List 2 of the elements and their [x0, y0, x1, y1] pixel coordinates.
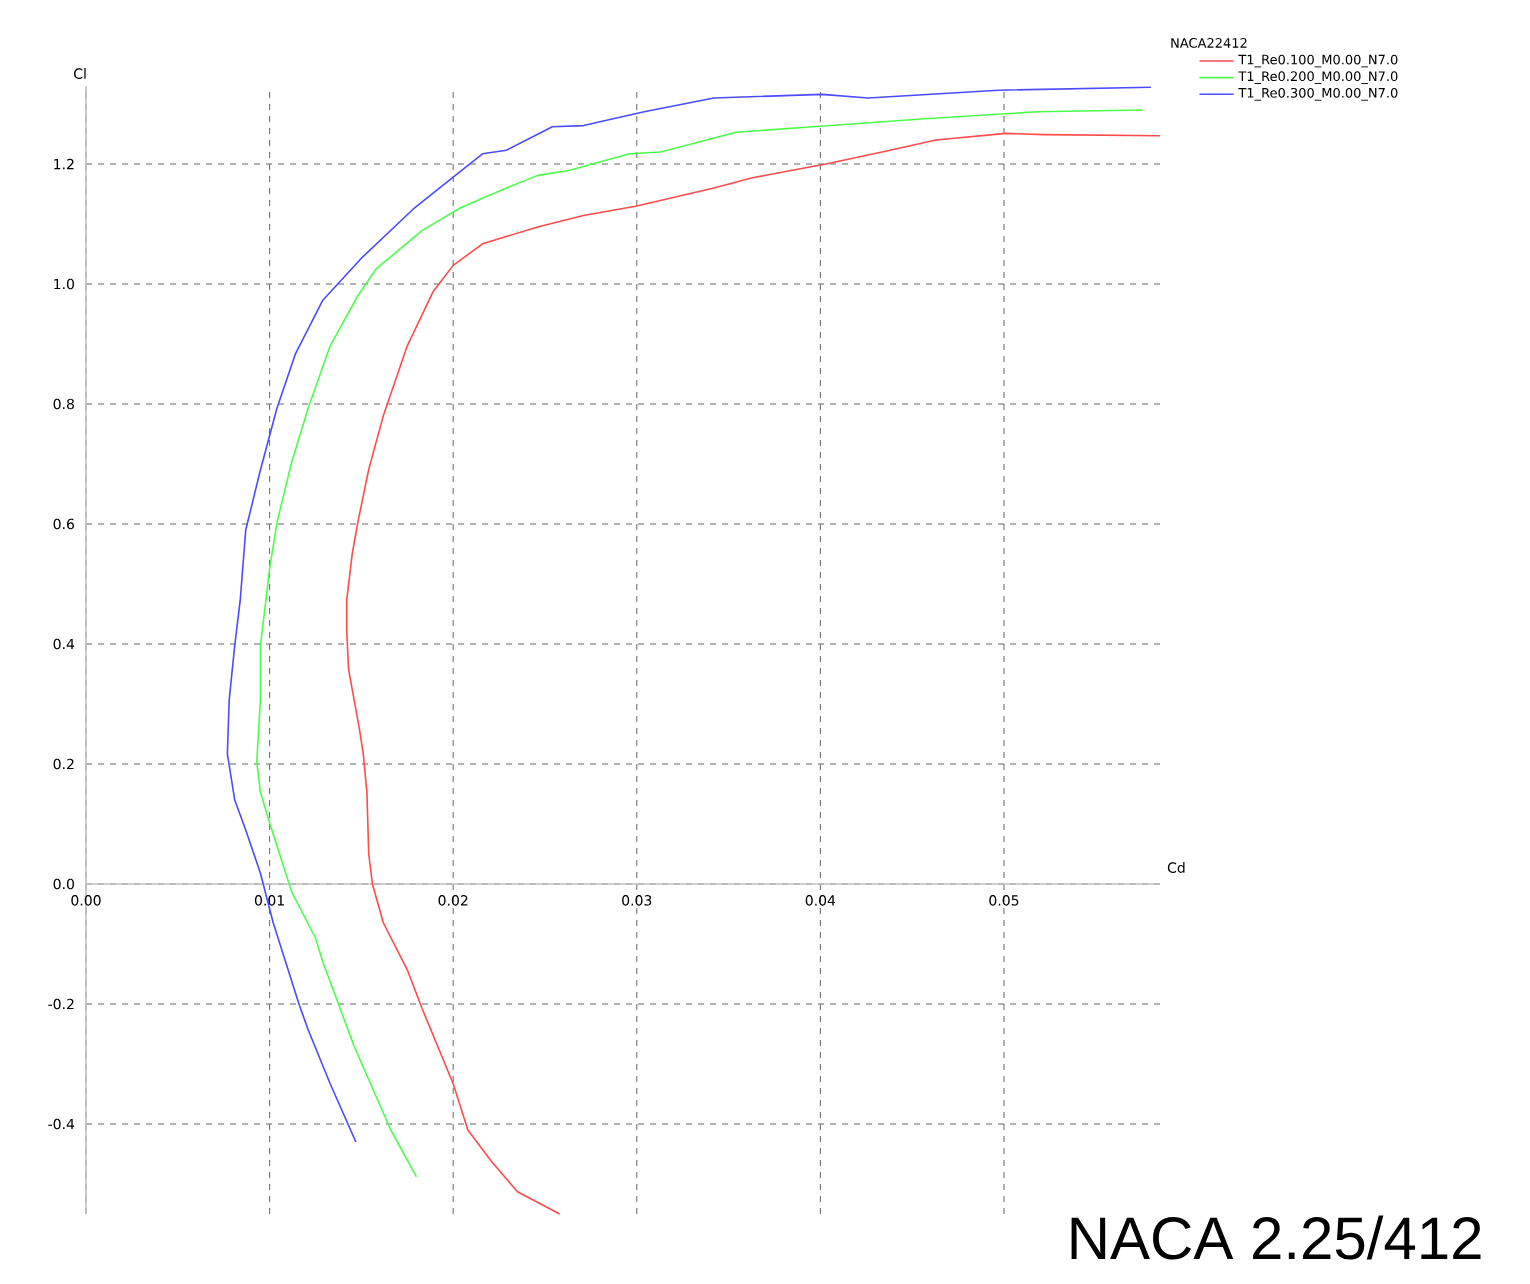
text: NACA 2.25/412 [1071, 1215, 1481, 1260]
line-series [345, 132, 1161, 1215]
